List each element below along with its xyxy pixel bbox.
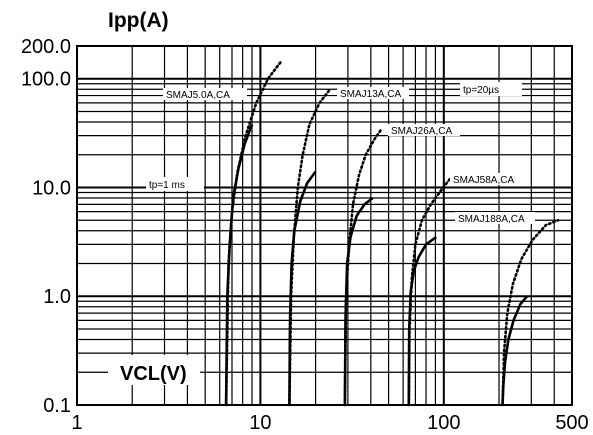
svg-text:SMAJ5.0A,CA: SMAJ5.0A,CA	[166, 90, 230, 101]
series-3-dotted	[288, 88, 332, 407]
svg-text:SMAJ188A,CA: SMAJ188A,CA	[458, 214, 525, 225]
series-6-solid	[407, 236, 438, 406]
y-tick-labels: 0.1 1.0 10.0 100.0 200.0	[21, 36, 71, 417]
y-axis-label: Ipp(A)	[108, 9, 169, 32]
chart-curves	[224, 59, 560, 407]
annotation-smaj5: SMAJ5.0A,CA	[163, 88, 247, 101]
annotation-smaj13: SMAJ13A,CA	[337, 87, 409, 100]
x-tick-label: 1	[71, 412, 82, 434]
y-tick-label: 1.0	[43, 286, 71, 308]
svg-text:tp=1 ms: tp=1 ms	[149, 180, 185, 191]
chart-grid	[77, 46, 572, 405]
x-axis-label: VCL(V)	[120, 363, 187, 385]
annotation-smaj188: SMAJ188A,CA	[455, 212, 535, 225]
svg-text:SMAJ13A,CA: SMAJ13A,CA	[340, 89, 401, 100]
y-tick-label: 200.0	[21, 36, 71, 58]
annotation-smaj58: SMAJ58A,CA	[450, 173, 526, 186]
svg-text:SMAJ26A,CA: SMAJ26A,CA	[391, 126, 452, 137]
x-tick-labels: 1 10 100 500	[71, 412, 588, 434]
series-1-dotted	[224, 59, 283, 407]
y-tick-label: 100.0	[21, 69, 71, 91]
y-tick-label: 0.1	[43, 395, 71, 417]
annotation-tp-20us: tp=20µs	[460, 82, 522, 96]
annotation-tp-1ms: tp=1 ms	[146, 177, 204, 191]
x-tick-label: 100	[427, 412, 460, 434]
x-axis-label-bg	[108, 355, 200, 385]
series-7-dotted	[407, 177, 452, 407]
series-5-dotted	[343, 127, 384, 407]
plot-frame	[76, 45, 573, 406]
svg-text:tp=20µs: tp=20µs	[463, 85, 499, 96]
series-2-solid	[288, 170, 317, 406]
svg-text:SMAJ58A,CA: SMAJ58A,CA	[453, 175, 514, 186]
x-tick-label: 500	[555, 412, 588, 434]
series-9-dotted	[501, 218, 560, 407]
annotation-smaj26: SMAJ26A,CA	[388, 124, 460, 137]
x-tick-label: 10	[249, 412, 271, 434]
y-tick-label: 10.0	[32, 177, 71, 199]
